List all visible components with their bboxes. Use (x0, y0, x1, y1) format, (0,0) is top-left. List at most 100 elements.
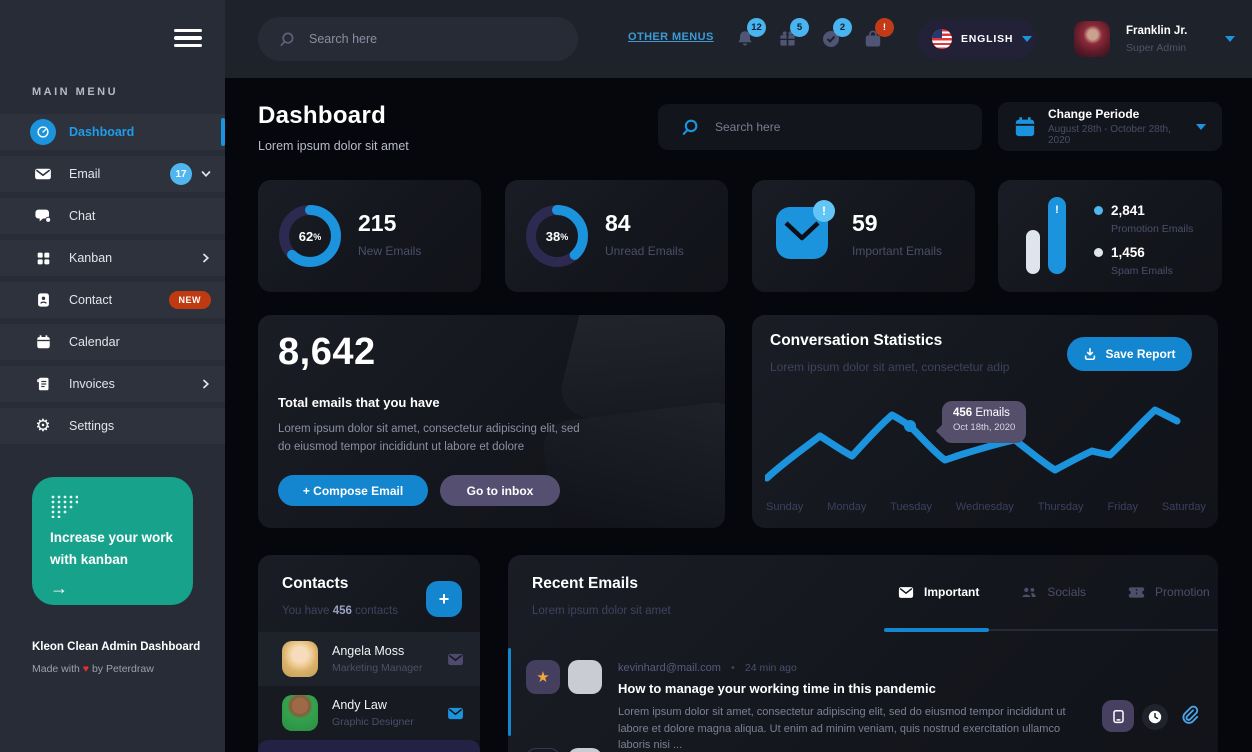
other-menus-link[interactable]: OTHER MENUS (628, 31, 714, 43)
chart-x-axis-labels: Sunday Monday Tuesday Wednesday Thursday… (766, 501, 1206, 513)
tab-promotion[interactable]: Promotion (1128, 585, 1210, 599)
contacts-card: Contacts You have 456 contacts + Angela … (258, 555, 480, 752)
alert-badge: ! (813, 200, 835, 222)
stat-card-promo-spam: ! 2,841 Promotion Emails 1,456 Spam Emai… (998, 180, 1222, 292)
sidebar-item-chat[interactable]: Chat (0, 198, 225, 234)
x-tick: Tuesday (890, 501, 933, 513)
chart-marker-dot (904, 420, 916, 432)
sidebar-item-kanban[interactable]: Kanban (0, 240, 225, 276)
search-icon (680, 118, 699, 137)
new-tag: NEW (168, 291, 211, 309)
heart-icon: ♥ (82, 663, 90, 675)
tab-label: Important (924, 585, 980, 599)
gift-icon[interactable]: 5 (778, 18, 809, 51)
global-search[interactable]: Search here (258, 17, 578, 61)
donut-chart-unread-emails: 38% (525, 204, 589, 268)
sender-avatar (568, 660, 602, 694)
sidebar-item-contact[interactable]: Contact NEW (0, 282, 225, 318)
device-icon[interactable] (1102, 700, 1134, 732)
arrow-right-icon[interactable]: → (50, 578, 68, 599)
notification-count: 12 (747, 18, 766, 37)
email-subject: How to manage your working time in this … (618, 681, 936, 696)
paperclip-icon[interactable] (1176, 702, 1202, 728)
sidebar-item-email[interactable]: Email 17 (0, 156, 225, 192)
app-title: Kleon Clean Admin Dashboard (32, 641, 201, 653)
sidebar-item-label: Invoices (69, 377, 115, 391)
star-outline-icon[interactable]: ★ (526, 748, 560, 752)
chevron-down-icon[interactable] (1225, 36, 1235, 42)
send-mail-icon[interactable] (447, 707, 464, 720)
change-periode-selector[interactable]: Change Periode August 28th - October 28t… (998, 102, 1222, 151)
x-tick: Monday (827, 501, 867, 513)
chat-icon (30, 208, 56, 224)
chevron-right-icon (201, 379, 211, 389)
user-avatar[interactable] (1074, 21, 1110, 57)
clock-icon[interactable] (1142, 704, 1168, 730)
sidebar-item-dashboard[interactable]: Dashboard (0, 114, 225, 150)
calendar-icon (1014, 116, 1036, 138)
active-row-accent (508, 648, 511, 736)
sidebar-item-invoices[interactable]: Invoices (0, 366, 225, 402)
total-emails-description: Lorem ipsum dolor sit amet, consectetur … (278, 423, 580, 453)
check-circle-icon[interactable]: 2 (821, 18, 852, 51)
chevron-down-icon (1196, 123, 1206, 130)
email-row[interactable]: ★ (508, 748, 1218, 752)
contact-role: Marketing Manager (332, 662, 423, 674)
sidebar-item-label: Settings (69, 419, 115, 433)
contact-role: Graphic Designer (332, 716, 414, 728)
legend-label: Spam Emails (1111, 265, 1173, 277)
tab-important[interactable]: Important (898, 585, 979, 599)
stat-value: 215 (358, 210, 397, 236)
sidebar-item-calendar[interactable]: Calendar (0, 324, 225, 360)
people-icon (1021, 586, 1037, 599)
contact-row[interactable] (258, 740, 480, 752)
invoice-icon (30, 376, 56, 392)
main-content: Dashboard Lorem ipsum dolor sit amet Sea… (225, 78, 1252, 752)
chevron-down-icon (201, 169, 211, 179)
contacts-count: 456 (332, 605, 352, 617)
legend-value: 1,456 (1111, 245, 1145, 260)
add-contact-button[interactable]: + (426, 581, 462, 617)
user-name: Franklin Jr. (1126, 25, 1188, 37)
legend-dot-promotion (1094, 206, 1103, 215)
sidebar-item-label: Email (69, 167, 101, 181)
card-title: Contacts (282, 575, 349, 592)
envelope-icon: ! (776, 200, 835, 259)
download-icon (1083, 347, 1097, 361)
contact-row[interactable]: Angela Moss Marketing Manager (258, 632, 480, 686)
notification-count: 5 (790, 18, 809, 37)
email-time: 24 min ago (744, 662, 797, 674)
email-preview: Lorem ipsum dolor sit amet, consectetur … (618, 706, 1066, 751)
chevron-right-icon (201, 253, 211, 263)
total-emails-title: Total emails that you have (278, 395, 440, 410)
language-selector[interactable]: ENGLISH (918, 19, 1036, 59)
stat-value: 59 (852, 210, 878, 236)
contact-row[interactable]: Andy Law Graphic Designer (258, 686, 480, 740)
dashboard-search[interactable]: Search here (658, 104, 982, 150)
conversation-line-chart (765, 406, 1181, 482)
kanban-promo-card[interactable]: Increase your work with kanban → (32, 477, 193, 605)
sidebar-item-label: Chat (69, 209, 96, 223)
x-tick: Wednesday (955, 501, 1014, 513)
save-report-button[interactable]: Save Report (1067, 337, 1192, 371)
go-to-inbox-button[interactable]: Go to inbox (440, 475, 560, 506)
legend-label: Promotion Emails (1111, 223, 1194, 235)
send-mail-icon[interactable] (447, 653, 464, 666)
email-row[interactable]: ★ kevinhard@mail.com • 24 min ago How to… (508, 648, 1218, 751)
sidebar-item-label: Contact (69, 293, 113, 307)
gear-icon: ⚙ (35, 416, 51, 435)
bag-icon[interactable]: ! (863, 18, 894, 51)
bell-icon[interactable]: 12 (735, 18, 766, 51)
donut-percent: 38 (545, 228, 561, 244)
email-overview-card: 8,642 Total emails that you have Lorem i… (258, 315, 725, 528)
hamburger-menu-icon[interactable] (174, 29, 202, 49)
card-title: Conversation Statistics (770, 332, 943, 349)
sidebar-item-settings[interactable]: ⚙ Settings (0, 408, 225, 444)
tab-socials[interactable]: Socials (1021, 585, 1086, 599)
compose-email-button[interactable]: + Compose Email (278, 475, 428, 506)
star-icon[interactable]: ★ (526, 660, 560, 694)
card-subtitle: Lorem ipsum dolor sit amet, consectetur … (770, 360, 1010, 374)
us-flag-icon (932, 29, 952, 49)
stat-label: Important Emails (852, 244, 943, 258)
app-credit: Made with ♥ by Peterdraw (32, 663, 154, 675)
